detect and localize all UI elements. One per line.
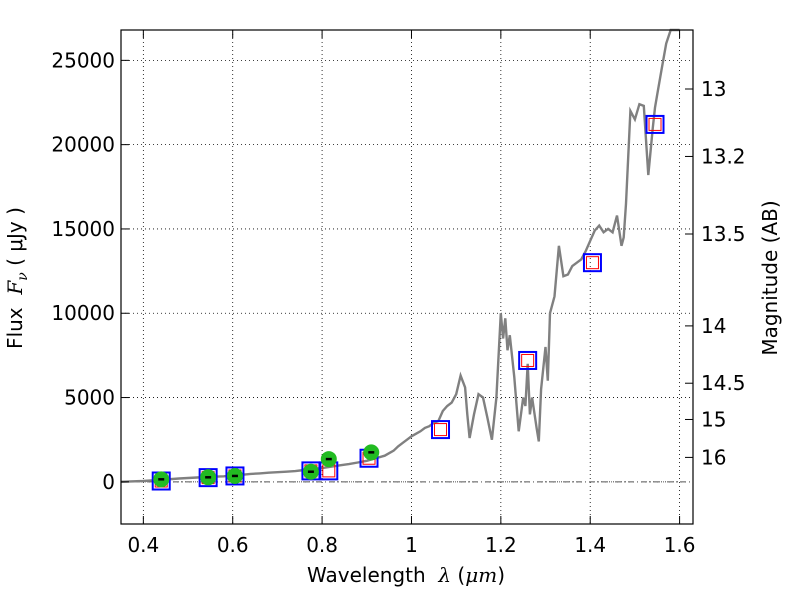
y-axis-ticks: 0 5000 10000 15000 20000 25000 <box>51 48 129 494</box>
magnitude-tick-label: 13.5 <box>701 222 746 246</box>
synthetic-point-inner <box>521 353 535 367</box>
y-tick-label: 5000 <box>64 386 115 410</box>
y-tick-label: 0 <box>102 470 115 494</box>
y-tick-label: 10000 <box>51 301 115 325</box>
observed-photometry-markers <box>153 444 380 488</box>
synthetic-point-box <box>645 114 665 134</box>
synthetic-point-inner <box>434 423 448 437</box>
x-axis-ticks: 0.4 0.6 0.8 1 1.2 1.4 1.6 <box>127 30 696 557</box>
synthetic-point-box <box>431 420 451 440</box>
synthetic-point-inner <box>648 117 662 131</box>
plot-frame <box>120 29 694 525</box>
x-axis-unit: μm <box>465 563 497 587</box>
y2-axis-title: Magnitude (AB) <box>758 200 782 355</box>
y-tick-label: 15000 <box>51 217 115 241</box>
magnitude-tick-label: 13.2 <box>701 144 746 168</box>
synthetic-point-box <box>518 350 538 370</box>
y-axis-flux-subscript: ν <box>15 272 31 281</box>
magnitude-tick-label: 16 <box>701 445 726 469</box>
x-axis-title-text: Wavelength <box>307 563 438 587</box>
x-tick-label: 1.4 <box>574 533 606 557</box>
x-tick-label: 0.6 <box>217 533 249 557</box>
magnitude-axis-ticks: 13 13.2 13.5 14 14.5 15 16 <box>685 77 746 469</box>
synthetic-point-inner <box>585 256 599 270</box>
magnitude-tick-label: 14 <box>701 314 726 338</box>
x-tick-label: 0.4 <box>127 533 159 557</box>
x-axis-lambda: λ <box>437 563 451 587</box>
x-axis-title: Wavelength λ (μm) <box>307 563 505 587</box>
synthetic-point-box <box>582 253 602 273</box>
y-axis-unit: μJy <box>3 221 27 252</box>
x-tick-label: 1.2 <box>485 533 517 557</box>
y-axis-title-text: Flux <box>3 295 27 349</box>
magnitude-tick-label: 15 <box>701 407 726 431</box>
x-tick-label: 1.6 <box>664 533 696 557</box>
y-tick-label: 25000 <box>51 48 115 72</box>
magnitude-tick-label: 14.5 <box>701 371 746 395</box>
synthetic-point-box <box>198 468 218 488</box>
x-tick-label: 0.8 <box>306 533 338 557</box>
plot-background <box>121 30 693 524</box>
x-tick-label: 1 <box>405 533 418 557</box>
y-axis-flux-symbol: F <box>3 280 27 296</box>
y-tick-label: 20000 <box>51 133 115 157</box>
synthetic-point-box <box>225 466 245 486</box>
y-axis-title: Flux Fν ( μJy ) <box>3 207 31 349</box>
magnitude-tick-label: 13 <box>701 77 726 101</box>
